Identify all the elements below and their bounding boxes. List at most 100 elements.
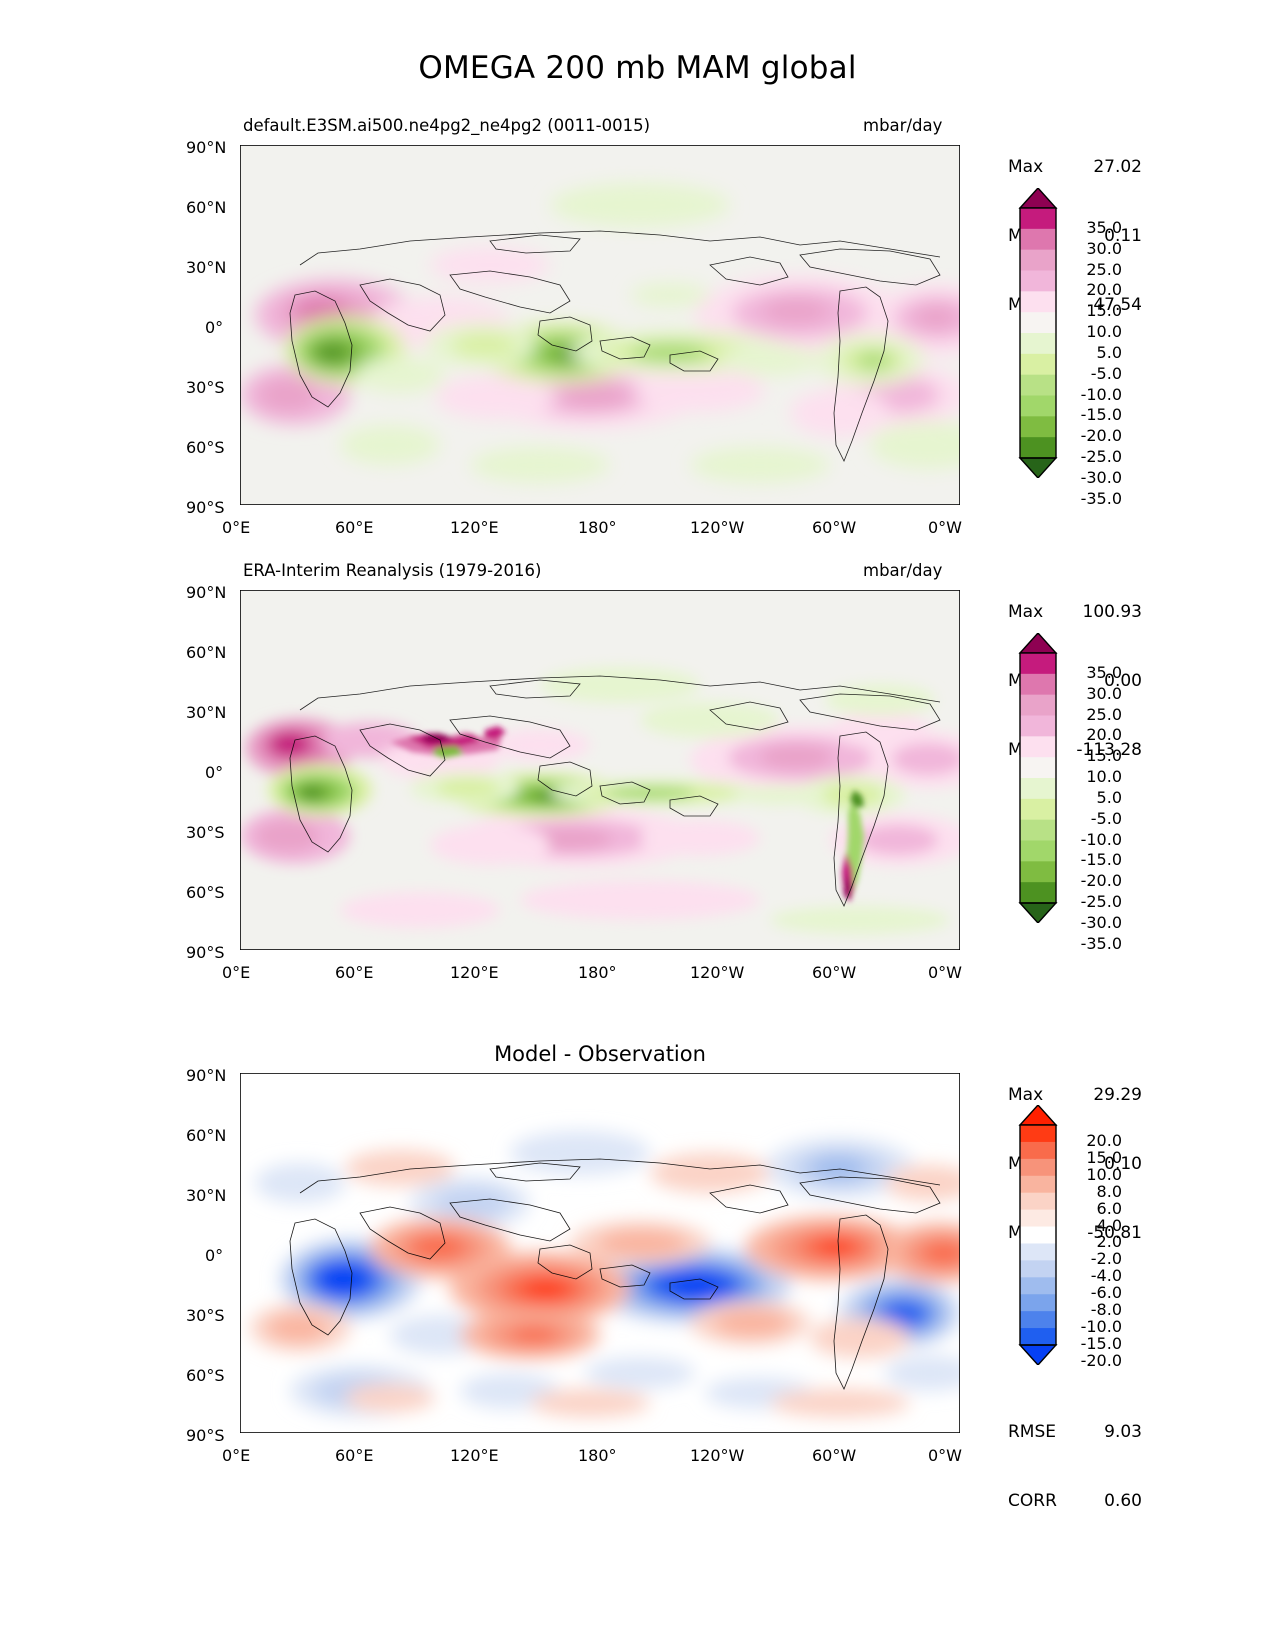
metric-corr-value: 0.60 (1104, 1491, 1142, 1511)
figure-title: OMEGA 200 mb MAM global (418, 50, 857, 86)
colorbar-observation-labels: 35.0 30.0 25.0 20.0 15.0 10.0 5.0 -5.0 -10.0 -15.… (1050, 633, 1170, 951)
colorbar-tick-label: -15.0 (1080, 405, 1122, 425)
colorbar-tick-label: -30.0 (1080, 912, 1122, 932)
panel-observation-units: mbar/day (863, 561, 943, 580)
colorbar-tick-label: -2.0 (1090, 1249, 1122, 1269)
ytick-60n-p1: 60°N (186, 198, 227, 217)
ytick-30s-p3: 30°S (186, 1306, 225, 1325)
ytick-60n-p2: 60°N (186, 643, 227, 662)
colorbar-tick-label: 25.0 (1086, 259, 1122, 279)
map-difference (240, 1073, 960, 1433)
stat-max-label-p2: Max (1008, 602, 1044, 622)
ytick-30n-p1: 30°N (186, 258, 227, 277)
panel-model-title: default.E3SM.ai500.ne4pg2_ne4pg2 (0011-0… (243, 116, 651, 135)
colorbar-tick-label: 30.0 (1086, 683, 1122, 703)
xtick-0w-p1: 0°W (928, 518, 962, 537)
xtick-60e-p3: 60°E (335, 1446, 374, 1465)
ytick-90n-p2: 90°N (186, 583, 227, 602)
ytick-30s-p2: 30°S (186, 823, 225, 842)
xtick-180-p2: 180° (578, 963, 617, 982)
ytick-30n-p2: 30°N (186, 703, 227, 722)
colorbar-tick-label: 20.0 (1086, 725, 1122, 745)
colorbar-observation (1018, 633, 1058, 923)
ytick-0-p2: 0° (205, 763, 224, 782)
xtick-180-p3: 180° (578, 1446, 617, 1465)
colorbar-tick-label: -10.0 (1080, 1317, 1122, 1337)
colorbar-tick-label: 15.0 (1086, 301, 1122, 321)
colorbar-tick-label: 20.0 (1086, 280, 1122, 300)
colorbar-tick-label: -35.0 (1080, 933, 1122, 953)
xtick-60w-p3: 60°W (812, 1446, 857, 1465)
ytick-30n-p3: 30°N (186, 1186, 227, 1205)
ytick-90s-p2: 90°S (186, 943, 225, 962)
xtick-120w-p1: 120°W (690, 518, 745, 537)
stat-min-value-p3: -50.81 (1087, 1223, 1142, 1243)
panel-difference-title: Model - Observation (494, 1042, 706, 1066)
colorbar-tick-label: 5.0 (1096, 342, 1122, 362)
stat-max-value-p2: 100.93 (1082, 602, 1142, 622)
ytick-60n-p3: 60°N (186, 1126, 227, 1145)
xtick-60e-p2: 60°E (335, 963, 374, 982)
ytick-30s-p1: 30°S (186, 378, 225, 397)
xtick-60e-p1: 60°E (335, 518, 374, 537)
colorbar-tick-label: -35.0 (1080, 488, 1122, 508)
metric-corr-label: CORR (1008, 1491, 1057, 1511)
colorbar-tick-label: 2.0 (1096, 1232, 1122, 1252)
panel-observation-title: ERA-Interim Reanalysis (1979-2016) (243, 561, 542, 580)
colorbar-tick-label: -5.0 (1090, 808, 1122, 828)
colorbar-tick-label: -20.0 (1080, 1350, 1122, 1370)
stat-mean-value-p2: 0.00 (1104, 671, 1142, 691)
colorbar-tick-label: 5.0 (1096, 787, 1122, 807)
ytick-60s-p1: 60°S (186, 438, 225, 457)
stat-mean-value-p3: 0.10 (1104, 1154, 1142, 1174)
xtick-180-p1: 180° (578, 518, 617, 537)
colorbar-tick-label: 10.0 (1086, 767, 1122, 786)
colorbar-tick-label: -6.0 (1090, 1283, 1122, 1303)
stat-max-value-p1: 27.02 (1093, 157, 1142, 177)
xtick-60w-p2: 60°W (812, 963, 857, 982)
ytick-90s-p1: 90°S (186, 498, 225, 517)
colorbar-tick-label: 15.0 (1086, 746, 1122, 766)
xtick-60w-p1: 60°W (812, 518, 857, 537)
xtick-120e-p3: 120°E (450, 1446, 499, 1465)
colorbar-tick-label: 10.0 (1086, 322, 1122, 341)
colorbar-tick-label: -20.0 (1080, 426, 1122, 446)
colorbar-tick-label: 6.0 (1096, 1198, 1122, 1218)
xtick-0w-p3: 0°W (928, 1446, 962, 1465)
xtick-0w-p2: 0°W (928, 963, 962, 982)
colorbar-tick-label: -25.0 (1080, 447, 1122, 466)
colorbar-tick-label: -4.0 (1090, 1266, 1122, 1286)
xtick-0e-p3: 0°E (222, 1446, 251, 1465)
ytick-60s-p3: 60°S (186, 1366, 225, 1385)
colorbar-tick-label: 20.0 (1086, 1130, 1122, 1150)
colorbar-model-labels: 35.0 30.0 25.0 20.0 15.0 10.0 5.0 -5.0 -10.0 -15.… (1050, 188, 1170, 506)
ytick-60s-p2: 60°S (186, 883, 225, 902)
colorbar-tick-label: -10.0 (1080, 384, 1122, 404)
metrics-difference: RMSE 9.03 CORR 0.60 (1008, 1375, 1142, 1559)
colorbar-difference-labels: 20.0 15.0 10.0 8.0 6.0 4.0 2.0 -2.0 -4.0 -6.0 -8.0… (1050, 1105, 1170, 1368)
colorbar-tick-label: 30.0 (1086, 238, 1122, 258)
map-observation (240, 590, 960, 950)
stat-max-value-p3: 29.29 (1093, 1085, 1142, 1105)
colorbar-tick-label: -15.0 (1080, 1334, 1122, 1353)
stat-max-label-p1: Max (1008, 157, 1044, 177)
xtick-0e-p1: 0°E (222, 518, 251, 537)
ytick-0-p3: 0° (205, 1246, 224, 1265)
colorbar-tick-label: 15.0 (1086, 1147, 1122, 1167)
colorbar-tick-label: -5.0 (1090, 363, 1122, 383)
stat-min-value-p1: -47.54 (1087, 295, 1142, 315)
xtick-120e-p2: 120°E (450, 963, 499, 982)
xtick-120e-p1: 120°E (450, 518, 499, 537)
metric-rmse-value: 9.03 (1104, 1422, 1142, 1442)
metric-rmse-label: RMSE (1008, 1422, 1057, 1442)
colorbar-tick-label: 35.0 (1086, 662, 1122, 682)
map-model (240, 145, 960, 505)
colorbar-model (1018, 188, 1058, 478)
stat-min-value-p2: -113.28 (1076, 740, 1142, 760)
ytick-90n-p3: 90°N (186, 1066, 227, 1085)
stat-mean-value-p1: 0.11 (1104, 226, 1142, 246)
colorbar-difference (1018, 1105, 1058, 1365)
colorbar-tick-label: -8.0 (1090, 1300, 1122, 1320)
colorbar-tick-label: 8.0 (1096, 1181, 1122, 1201)
colorbar-tick-label: -20.0 (1080, 871, 1122, 891)
